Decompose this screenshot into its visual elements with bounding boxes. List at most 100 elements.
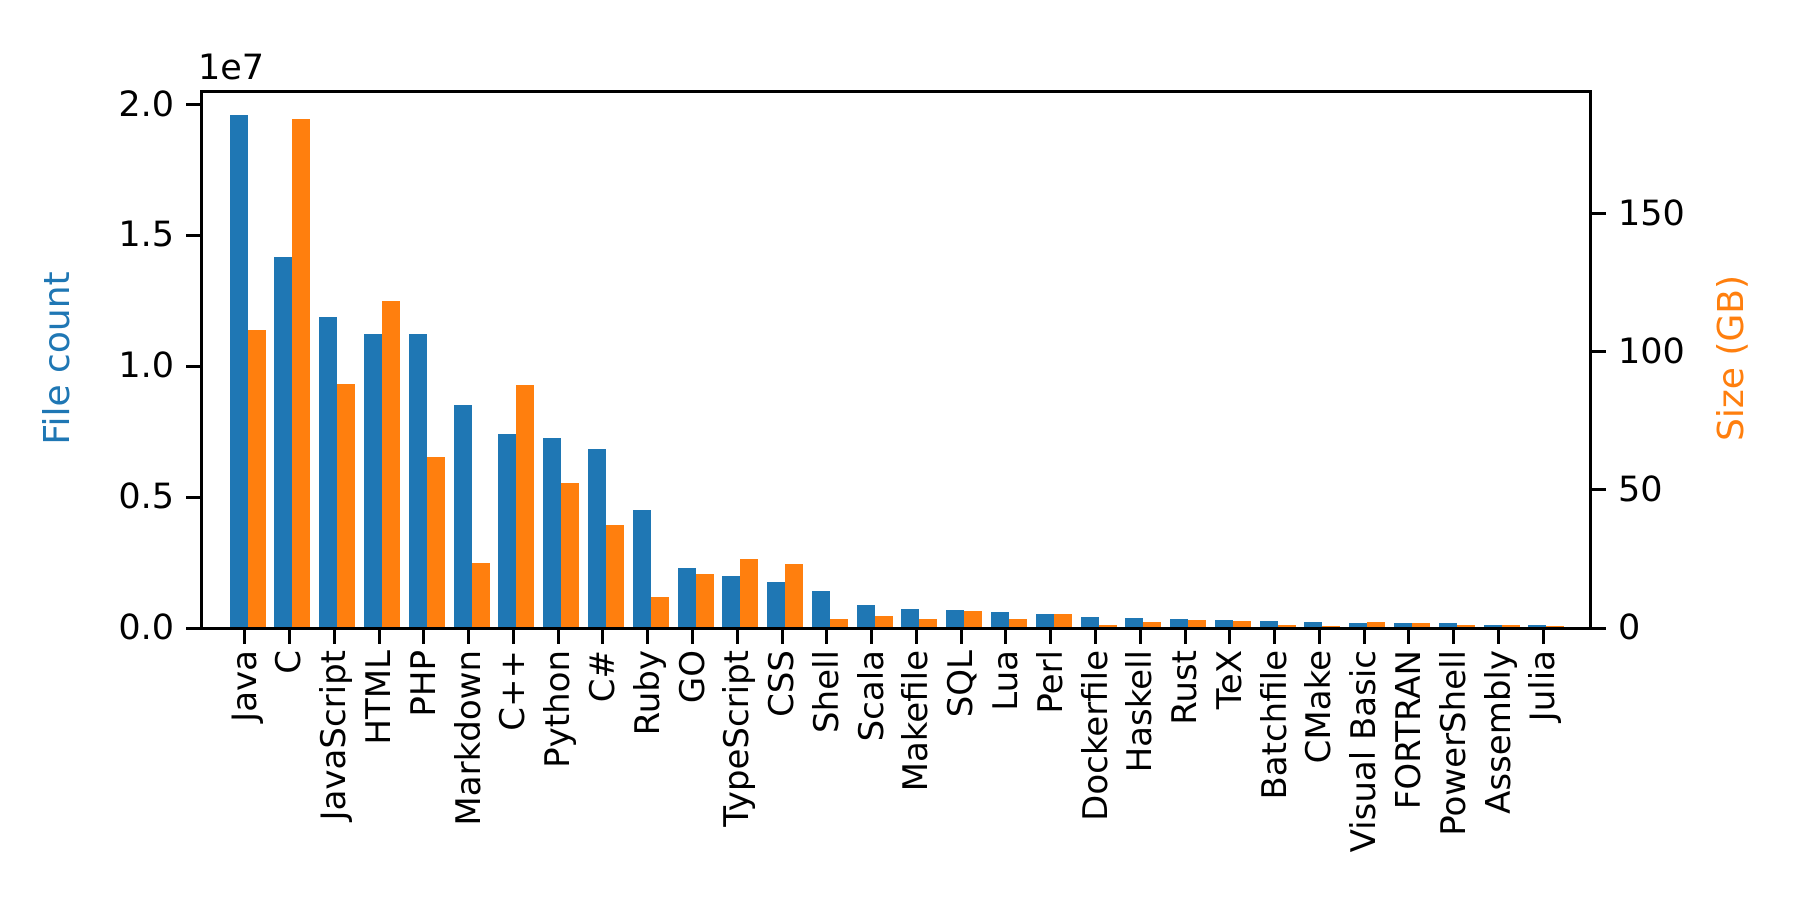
- x-tick-label-python: Python: [538, 650, 579, 768]
- x-tick: [735, 630, 739, 644]
- bar-file-count-rust: [1170, 618, 1189, 627]
- x-tick-label-assembly: Assembly: [1478, 650, 1519, 814]
- x-tick-label-batchfile: Batchfile: [1254, 650, 1295, 800]
- bar-file-count-go: [677, 567, 696, 627]
- bar-size-gb-assembly: [1501, 624, 1520, 627]
- x-tick-label-julia: Julia: [1523, 650, 1564, 722]
- y-axis-offset-text: 1e7: [198, 48, 265, 88]
- bar-file-count-lua: [990, 611, 1009, 627]
- x-tick-label-wrap: Python: [538, 650, 579, 772]
- x-tick-label-lua: Lua: [985, 650, 1026, 711]
- y-tick-right: [1592, 488, 1606, 492]
- bar-size-gb-perl: [1053, 614, 1072, 627]
- y-tick-label-right: 50: [1618, 469, 1663, 510]
- bar-size-gb-typescript: [740, 559, 759, 627]
- bar-file-count-tex: [1214, 620, 1233, 627]
- x-tick-label-rust: Rust: [1165, 650, 1206, 725]
- x-tick-label-java: Java: [224, 650, 265, 722]
- bar-size-gb-sql: [964, 611, 983, 627]
- y-tick-left: [186, 233, 200, 237]
- x-tick-label-wrap: Java: [224, 650, 265, 726]
- y-tick-right: [1592, 212, 1606, 216]
- bar-size-gb-java: [247, 329, 266, 627]
- x-tick: [1541, 630, 1545, 644]
- x-tick-label-shell: Shell: [806, 650, 847, 733]
- x-tick-label-wrap: Shell: [806, 650, 847, 737]
- x-tick-label-wrap: SQL: [941, 650, 982, 721]
- x-tick-label-c: C: [269, 650, 310, 674]
- x-tick: [646, 630, 650, 644]
- x-tick-label-wrap: Julia: [1523, 650, 1564, 725]
- bar-size-gb-markdown: [471, 563, 490, 627]
- x-tick-label-wrap: CMake: [1299, 650, 1340, 767]
- x-tick: [1004, 630, 1008, 644]
- bar-file-count-ruby: [632, 509, 651, 627]
- x-tick: [1452, 630, 1456, 644]
- bar-file-count-css: [767, 581, 786, 627]
- bar-size-gb-c: [292, 119, 311, 627]
- bar-size-gb-fortran: [1411, 622, 1430, 627]
- x-tick-label-powershell: PowerShell: [1433, 650, 1474, 836]
- x-tick-label-wrap: Makefile: [896, 650, 936, 795]
- y-axis-label-right-wrap: Size (GB): [1711, 274, 1752, 445]
- x-tick: [1049, 630, 1053, 644]
- x-tick-label-wrap: Markdown: [449, 650, 489, 830]
- y-tick-right: [1592, 350, 1606, 354]
- x-tick: [870, 630, 874, 644]
- y-tick-left: [186, 626, 200, 630]
- bar-file-count-sql: [946, 609, 965, 627]
- x-tick-label-wrap: Batchfile: [1254, 650, 1295, 804]
- x-tick: [1317, 630, 1321, 644]
- y-tick-label-left: 1.5: [118, 215, 174, 256]
- bar-size-gb-html: [382, 300, 401, 627]
- bar-file-count-haskell: [1125, 618, 1144, 627]
- bar-size-gb-batchfile: [1277, 625, 1296, 627]
- y-tick-label-right: 100: [1618, 331, 1685, 372]
- bar-file-count-fortran: [1393, 623, 1412, 627]
- x-tick-label-cmake: CMake: [1299, 650, 1340, 764]
- x-tick-label-wrap: Perl: [1031, 650, 1071, 718]
- x-tick-label-wrap: Lua: [985, 650, 1026, 715]
- x-tick: [422, 630, 426, 644]
- bar-file-count-batchfile: [1259, 620, 1278, 627]
- x-tick: [1362, 630, 1366, 644]
- y-axis-label-right: Size (GB): [1711, 274, 1752, 442]
- y-tick-left: [186, 495, 200, 499]
- bar-size-gb-css: [785, 564, 804, 627]
- x-tick: [1228, 630, 1232, 644]
- x-tick: [601, 630, 605, 644]
- x-tick: [1094, 630, 1098, 644]
- bar-size-gb-c-: [516, 384, 535, 627]
- x-tick-label-sql: SQL: [941, 650, 982, 718]
- x-tick-label-wrap: Scala: [852, 650, 892, 745]
- y-tick-label-left: 0.0: [118, 608, 174, 648]
- bar-size-gb-lua: [1008, 619, 1027, 627]
- x-tick-label-html: HTML: [359, 650, 400, 745]
- bar-file-count-typescript: [722, 576, 741, 627]
- x-tick-label-wrap: TypeScript: [717, 650, 758, 831]
- x-tick-label-typescript: TypeScript: [717, 650, 758, 827]
- bar-file-count-scala: [856, 605, 875, 627]
- bar-file-count-c-: [587, 448, 606, 627]
- x-tick-label-wrap: FORTRAN: [1389, 650, 1429, 813]
- bar-size-gb-python: [561, 483, 580, 627]
- bar-size-gb-powershell: [1456, 625, 1475, 627]
- bar-size-gb-visual-basic: [1367, 621, 1386, 627]
- x-tick: [1407, 630, 1411, 644]
- x-tick: [556, 630, 560, 644]
- x-tick-label-c-: C#: [582, 650, 623, 703]
- bar-size-gb-tex: [1232, 621, 1251, 627]
- x-tick-label-wrap: Assembly: [1478, 650, 1519, 818]
- x-tick-label-wrap: Visual Basic: [1344, 650, 1384, 856]
- bar-file-count-powershell: [1438, 623, 1457, 627]
- x-tick-label-wrap: Rust: [1165, 650, 1206, 729]
- y-tick-label-left: 2.0: [118, 84, 174, 125]
- y-tick-label-left: 1.0: [118, 346, 174, 387]
- bar-size-gb-cmake: [1322, 625, 1341, 627]
- x-tick-label-php: PHP: [403, 650, 444, 717]
- y-tick-label-right: 150: [1618, 193, 1685, 234]
- x-tick: [377, 630, 381, 644]
- bar-size-gb-javascript: [337, 384, 356, 627]
- bar-size-gb-rust: [1188, 619, 1207, 627]
